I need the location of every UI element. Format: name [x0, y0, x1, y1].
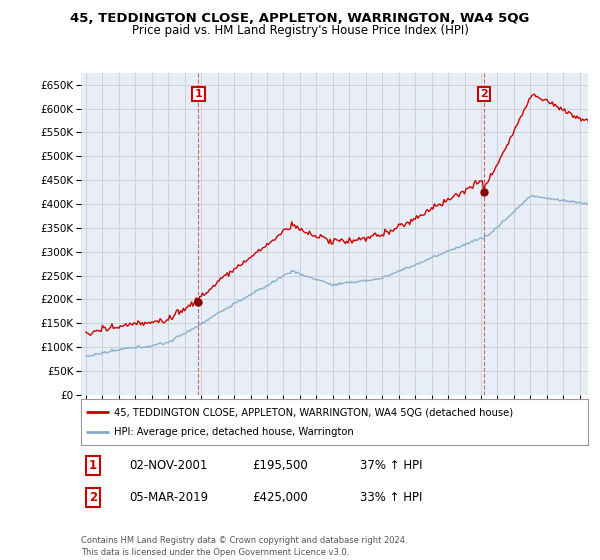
Text: Contains HM Land Registry data © Crown copyright and database right 2024.
This d: Contains HM Land Registry data © Crown c…	[81, 536, 407, 557]
Text: 02-NOV-2001: 02-NOV-2001	[129, 459, 208, 473]
Text: 2: 2	[89, 491, 97, 504]
Text: 05-MAR-2019: 05-MAR-2019	[129, 491, 208, 504]
Text: 1: 1	[89, 459, 97, 473]
Text: £425,000: £425,000	[252, 491, 308, 504]
Text: 33% ↑ HPI: 33% ↑ HPI	[360, 491, 422, 504]
Text: £195,500: £195,500	[252, 459, 308, 473]
Text: 37% ↑ HPI: 37% ↑ HPI	[360, 459, 422, 473]
Text: 45, TEDDINGTON CLOSE, APPLETON, WARRINGTON, WA4 5QG: 45, TEDDINGTON CLOSE, APPLETON, WARRINGT…	[70, 12, 530, 25]
Text: HPI: Average price, detached house, Warrington: HPI: Average price, detached house, Warr…	[114, 427, 354, 437]
Text: Price paid vs. HM Land Registry's House Price Index (HPI): Price paid vs. HM Land Registry's House …	[131, 24, 469, 37]
Text: 1: 1	[194, 88, 202, 99]
Text: 45, TEDDINGTON CLOSE, APPLETON, WARRINGTON, WA4 5QG (detached house): 45, TEDDINGTON CLOSE, APPLETON, WARRINGT…	[114, 407, 513, 417]
Text: 2: 2	[480, 88, 488, 99]
